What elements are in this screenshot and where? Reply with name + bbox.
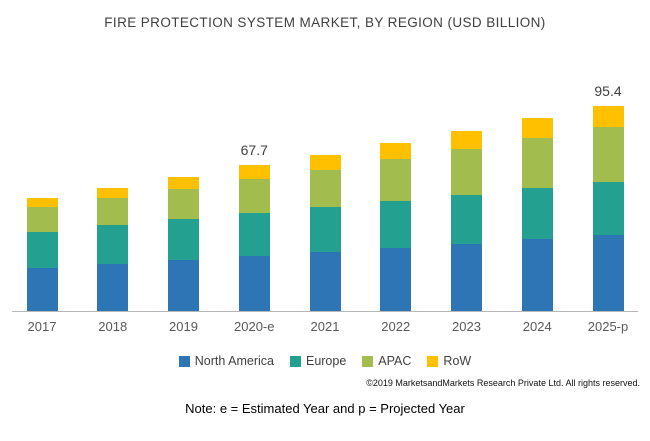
legend-swatch: [427, 355, 439, 367]
bar-segment-europe: [521, 188, 553, 239]
bar-segment-europe: [26, 231, 58, 268]
bar-segment-row: [238, 165, 270, 179]
bar-segment-apac: [168, 188, 199, 220]
bar-segment-europe: [238, 212, 270, 256]
x-tick-label: 2025-p: [587, 319, 629, 334]
stacked-bar: [238, 165, 270, 311]
bar-segment-europe: [380, 200, 412, 248]
x-tick-label: 2022: [381, 319, 411, 334]
legend-swatch: [289, 355, 301, 367]
bar-segment-row: [97, 187, 129, 199]
bar-segment-row: [380, 142, 412, 160]
bar-segment-europe: [592, 182, 624, 235]
x-axis-labels: 2017 2018 2019 2020-e 2021 2022 2023 2024 2025-p: [12, 319, 638, 334]
stacked-bar: [26, 197, 58, 311]
legend-swatch: [362, 355, 374, 367]
stacked-bar: [168, 177, 199, 311]
bar-segment-europe: [309, 207, 341, 252]
stacked-bar: [97, 187, 129, 311]
stacked-bar: [592, 105, 624, 311]
legend-label: Europe: [305, 354, 347, 368]
bar-segment-europe: [451, 194, 482, 244]
bar-column-2019: [154, 177, 214, 311]
bar-column-2021: [295, 154, 355, 311]
legend-label: APAC: [378, 354, 412, 368]
bar-segment-row: [592, 105, 624, 128]
plot-area: 67.7 95.4 2017 2018 2019 2020-e 2021 2022 2023 2…: [12, 83, 638, 334]
copyright-text: ©2019 MarketsandMarkets Research Private…: [366, 378, 640, 388]
bar-segment-north-america: [451, 243, 482, 311]
chart-title: FIRE PROTECTION SYSTEM MARKET, BY REGION…: [104, 15, 546, 30]
stacked-bar: [521, 117, 553, 311]
bar-segment-north-america: [238, 255, 270, 311]
bar-column-2024: [507, 117, 567, 311]
bar-total-label: 67.7: [240, 142, 268, 159]
bar-segment-row: [26, 197, 58, 207]
bar-total-label: 95.4: [594, 82, 622, 99]
note-text: Note: e = Estimated Year and p = Project…: [185, 401, 465, 416]
legend-item-north-america: North America: [178, 354, 274, 368]
bar-segment-apac: [309, 169, 341, 208]
bar-segment-north-america: [168, 260, 199, 311]
bar-segment-north-america: [26, 268, 58, 311]
bar-column-2025-p: 95.4: [578, 83, 638, 311]
bar-column-2020-e: 67.7: [224, 142, 284, 311]
stacked-bar: [380, 142, 412, 311]
x-tick-label: 2020-e: [234, 319, 275, 334]
bar-segment-north-america: [521, 239, 553, 311]
stacked-bar: [309, 154, 341, 311]
bar-segment-apac: [238, 178, 270, 213]
x-tick-label: 2018: [98, 319, 128, 334]
bar-segment-europe: [97, 225, 129, 265]
bar-column-2022: [366, 142, 426, 311]
bar-segment-north-america: [592, 234, 624, 311]
bar-segment-north-america: [97, 264, 129, 311]
bar-segment-europe: [168, 219, 199, 260]
bar-segment-apac: [380, 159, 412, 201]
legend-label: RoW: [443, 354, 472, 368]
bar-segment-north-america: [380, 247, 412, 311]
bar-segment-row: [309, 154, 341, 170]
bar-column-2018: [83, 187, 143, 311]
legend-item-row: RoW: [427, 354, 471, 368]
legend: North America Europe APAC RoW: [0, 354, 650, 368]
bar-segment-row: [451, 130, 482, 150]
bar-segment-apac: [26, 206, 58, 232]
legend-swatch: [178, 355, 190, 367]
stacked-bar: [451, 130, 482, 311]
x-tick-label: 2017: [27, 319, 57, 334]
bar-column-2017: [12, 197, 72, 311]
bar-segment-row: [521, 117, 553, 139]
x-tick-label: 2023: [452, 319, 481, 334]
bar-segment-north-america: [309, 251, 341, 311]
x-tick-label: 2019: [169, 319, 198, 334]
legend-label: North America: [194, 354, 274, 368]
bar-column-2023: [437, 130, 497, 311]
bar-segment-apac: [97, 198, 129, 226]
bar-segment-apac: [451, 149, 482, 195]
bar-segment-apac: [521, 138, 553, 189]
x-tick-label: 2024: [522, 319, 552, 334]
x-tick-label: 2021: [310, 319, 340, 334]
legend-item-apac: APAC: [362, 354, 411, 368]
bar-segment-apac: [592, 127, 624, 183]
legend-item-europe: Europe: [289, 354, 347, 368]
bar-segment-row: [168, 177, 199, 189]
bars-row: 67.7 95.4: [12, 83, 638, 312]
